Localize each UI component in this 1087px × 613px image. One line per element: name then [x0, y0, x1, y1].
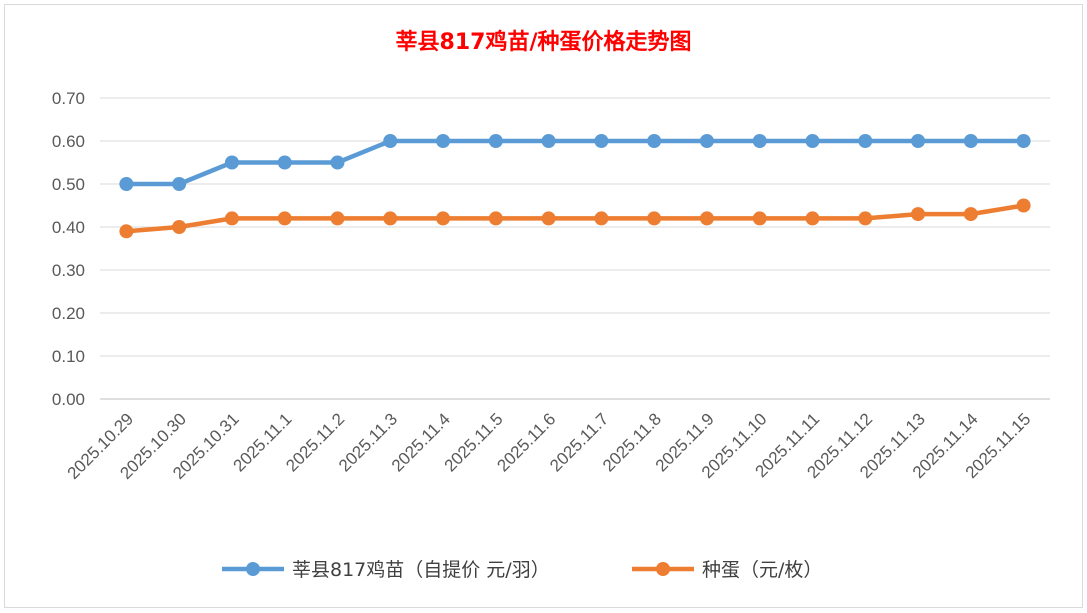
data-point — [964, 207, 978, 221]
data-point — [594, 134, 608, 148]
legend-label: 种蛋（元/枚） — [702, 559, 822, 581]
data-point — [119, 224, 133, 238]
y-tick-label: 0.40 — [52, 218, 85, 237]
data-point — [542, 134, 556, 148]
data-point — [172, 177, 186, 191]
y-tick-label: 0.60 — [52, 132, 85, 151]
data-point — [383, 211, 397, 225]
data-point — [172, 220, 186, 234]
data-point — [700, 211, 714, 225]
legend-label: 莘县817鸡苗（自提价 元/羽） — [292, 559, 550, 581]
data-point — [489, 211, 503, 225]
data-point — [278, 156, 292, 170]
data-point — [331, 211, 345, 225]
data-point — [858, 211, 872, 225]
data-point — [806, 211, 820, 225]
y-tick-label: 0.70 — [52, 89, 85, 108]
series-line — [126, 141, 1023, 184]
data-point — [806, 134, 820, 148]
data-point — [278, 211, 292, 225]
data-point — [647, 211, 661, 225]
data-point — [1017, 134, 1031, 148]
y-tick-label: 0.10 — [52, 347, 85, 366]
y-tick-label: 0.20 — [52, 304, 85, 323]
data-point — [858, 134, 872, 148]
data-point — [647, 134, 661, 148]
y-tick-label: 0.50 — [52, 175, 85, 194]
data-point — [700, 134, 714, 148]
data-point — [911, 207, 925, 221]
data-point — [331, 156, 345, 170]
data-point — [911, 134, 925, 148]
data-point — [542, 211, 556, 225]
data-point — [436, 211, 450, 225]
data-point — [489, 134, 503, 148]
data-point — [594, 211, 608, 225]
data-point — [964, 134, 978, 148]
data-point — [753, 134, 767, 148]
data-point — [753, 211, 767, 225]
data-point — [225, 211, 239, 225]
y-tick-label: 0.30 — [52, 261, 85, 280]
legend-marker — [656, 562, 670, 576]
data-point — [1017, 199, 1031, 213]
data-point — [436, 134, 450, 148]
y-tick-label: 0.00 — [52, 390, 85, 409]
data-point — [119, 177, 133, 191]
data-point — [383, 134, 397, 148]
data-point — [225, 156, 239, 170]
legend-marker — [246, 562, 260, 576]
